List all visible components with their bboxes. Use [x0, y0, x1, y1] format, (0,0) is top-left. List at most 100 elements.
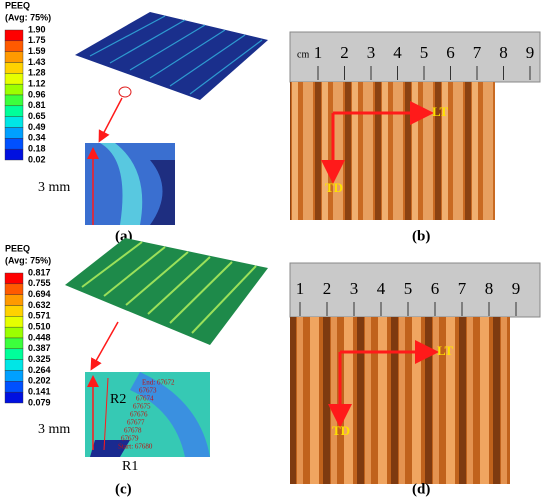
scale-text: 3 mm — [38, 180, 70, 195]
legend-label: 0.510 — [28, 322, 51, 332]
legend-label: 1.90 — [28, 24, 46, 34]
ruler-number: 2 — [323, 279, 332, 298]
ruler-number: 3 — [367, 43, 376, 62]
ruler-number: 5 — [420, 43, 429, 62]
legend-label: 0.387 — [28, 343, 51, 353]
photo — [290, 317, 510, 484]
node-label: 67675 — [133, 403, 151, 411]
legend-label: 1.12 — [28, 79, 46, 89]
legend-subtitle: (Avg: 75%) — [5, 12, 51, 22]
panel-label: (c) — [115, 481, 132, 497]
legend-band — [4, 283, 24, 295]
legend-label: 0.694 — [28, 289, 51, 299]
legend-band — [4, 370, 24, 382]
callout-arrow — [90, 321, 119, 371]
node-label: End: 67672 — [142, 379, 175, 387]
legend-band — [4, 381, 24, 393]
legend-label: 0.34 — [28, 133, 46, 143]
legend-label: 1.59 — [28, 46, 46, 56]
ruler-number: 7 — [458, 279, 467, 298]
ruler-number: 8 — [499, 43, 508, 62]
node-label: Start: 67680 — [118, 443, 153, 451]
ruler-number: 1 — [314, 43, 323, 62]
node-label: 67676 — [130, 411, 148, 419]
legend-band — [4, 40, 24, 52]
radius-outer: R2 — [110, 392, 126, 407]
mesh — [65, 238, 268, 345]
inset-band — [130, 372, 210, 457]
inset-shade — [150, 160, 175, 225]
ruler-unit: cm — [297, 49, 309, 60]
radius-inner: R1 — [122, 459, 138, 474]
legend-band — [4, 294, 24, 306]
legend-label: 0.448 — [28, 332, 51, 342]
ruler-number: 6 — [431, 279, 440, 298]
legend-band — [4, 94, 24, 107]
legend-label: 0.65 — [28, 111, 46, 121]
arrow-x-label: LT — [437, 343, 453, 358]
legend-title: PEEQ — [5, 0, 30, 10]
legend-label: 0.079 — [28, 397, 51, 407]
legend-band — [4, 337, 24, 350]
arrow-x-label: LT — [432, 104, 448, 119]
callout-arrow — [98, 97, 123, 143]
ruler-number: 3 — [350, 279, 359, 298]
legend-band — [4, 391, 24, 404]
node-label: 67677 — [127, 419, 145, 427]
legend-label: 0.817 — [28, 267, 51, 277]
legend-band — [4, 116, 24, 128]
ruler — [289, 262, 541, 318]
mesh-ridges — [81, 241, 257, 334]
scale-text: 3 mm — [38, 422, 70, 437]
legend-label: 0.81 — [28, 100, 46, 110]
mesh-ridges — [89, 15, 263, 95]
ruler-number: 6 — [446, 43, 455, 62]
arrow-y-label: TD — [332, 423, 350, 438]
legend-label: 0.96 — [28, 89, 46, 99]
photo — [290, 82, 495, 220]
legend-band — [4, 62, 24, 74]
legend-label: 0.49 — [28, 122, 46, 132]
inset-band — [100, 143, 143, 225]
node-label: 67673 — [139, 387, 157, 395]
ruler-number: 9 — [512, 279, 521, 298]
legend-band — [4, 29, 24, 42]
legend: 0.8170.7550.6940.6320.5710.5100.4480.387… — [4, 267, 51, 407]
ruler-number: 4 — [393, 43, 402, 62]
legend-label: 1.75 — [28, 35, 46, 45]
legend-label: 0.18 — [28, 144, 46, 154]
legend-label: 0.02 — [28, 154, 46, 164]
legend-band — [4, 148, 24, 161]
inset-shade — [90, 440, 130, 457]
legend-band — [4, 272, 24, 285]
legend-band — [4, 83, 24, 96]
panel-c: PEEQ (Avg: 75%) 0.8170.7550.6940.6320.57… — [4, 238, 268, 497]
legend-label: 0.325 — [28, 354, 51, 364]
legend-label: 0.632 — [28, 300, 51, 310]
arrow-y-label: TD — [325, 180, 343, 195]
ruler-number: 5 — [404, 279, 413, 298]
legend-label: 1.28 — [28, 68, 46, 78]
ruler-number: 4 — [377, 279, 386, 298]
legend-label: 0.264 — [28, 365, 51, 375]
legend-band — [4, 105, 24, 117]
radius-line — [103, 377, 109, 451]
legend-label: 0.141 — [28, 387, 51, 397]
node-label: 67678 — [124, 427, 142, 435]
legend-label: 0.571 — [28, 311, 51, 321]
legend-band — [4, 348, 24, 360]
panel-label: (d) — [412, 481, 430, 497]
legend-subtitle: (Avg: 75%) — [5, 255, 51, 265]
node-label: 67674 — [136, 395, 154, 403]
legend-band — [4, 138, 24, 150]
ruler-number: 8 — [485, 279, 494, 298]
legend-label: 0.755 — [28, 278, 51, 288]
legend-band — [4, 305, 24, 317]
legend-title: PEEQ — [5, 243, 30, 253]
legend-band — [4, 316, 24, 328]
panel-a: PEEQ (Avg: 75%) 1.901.751.591.431.281.12… — [4, 0, 268, 244]
